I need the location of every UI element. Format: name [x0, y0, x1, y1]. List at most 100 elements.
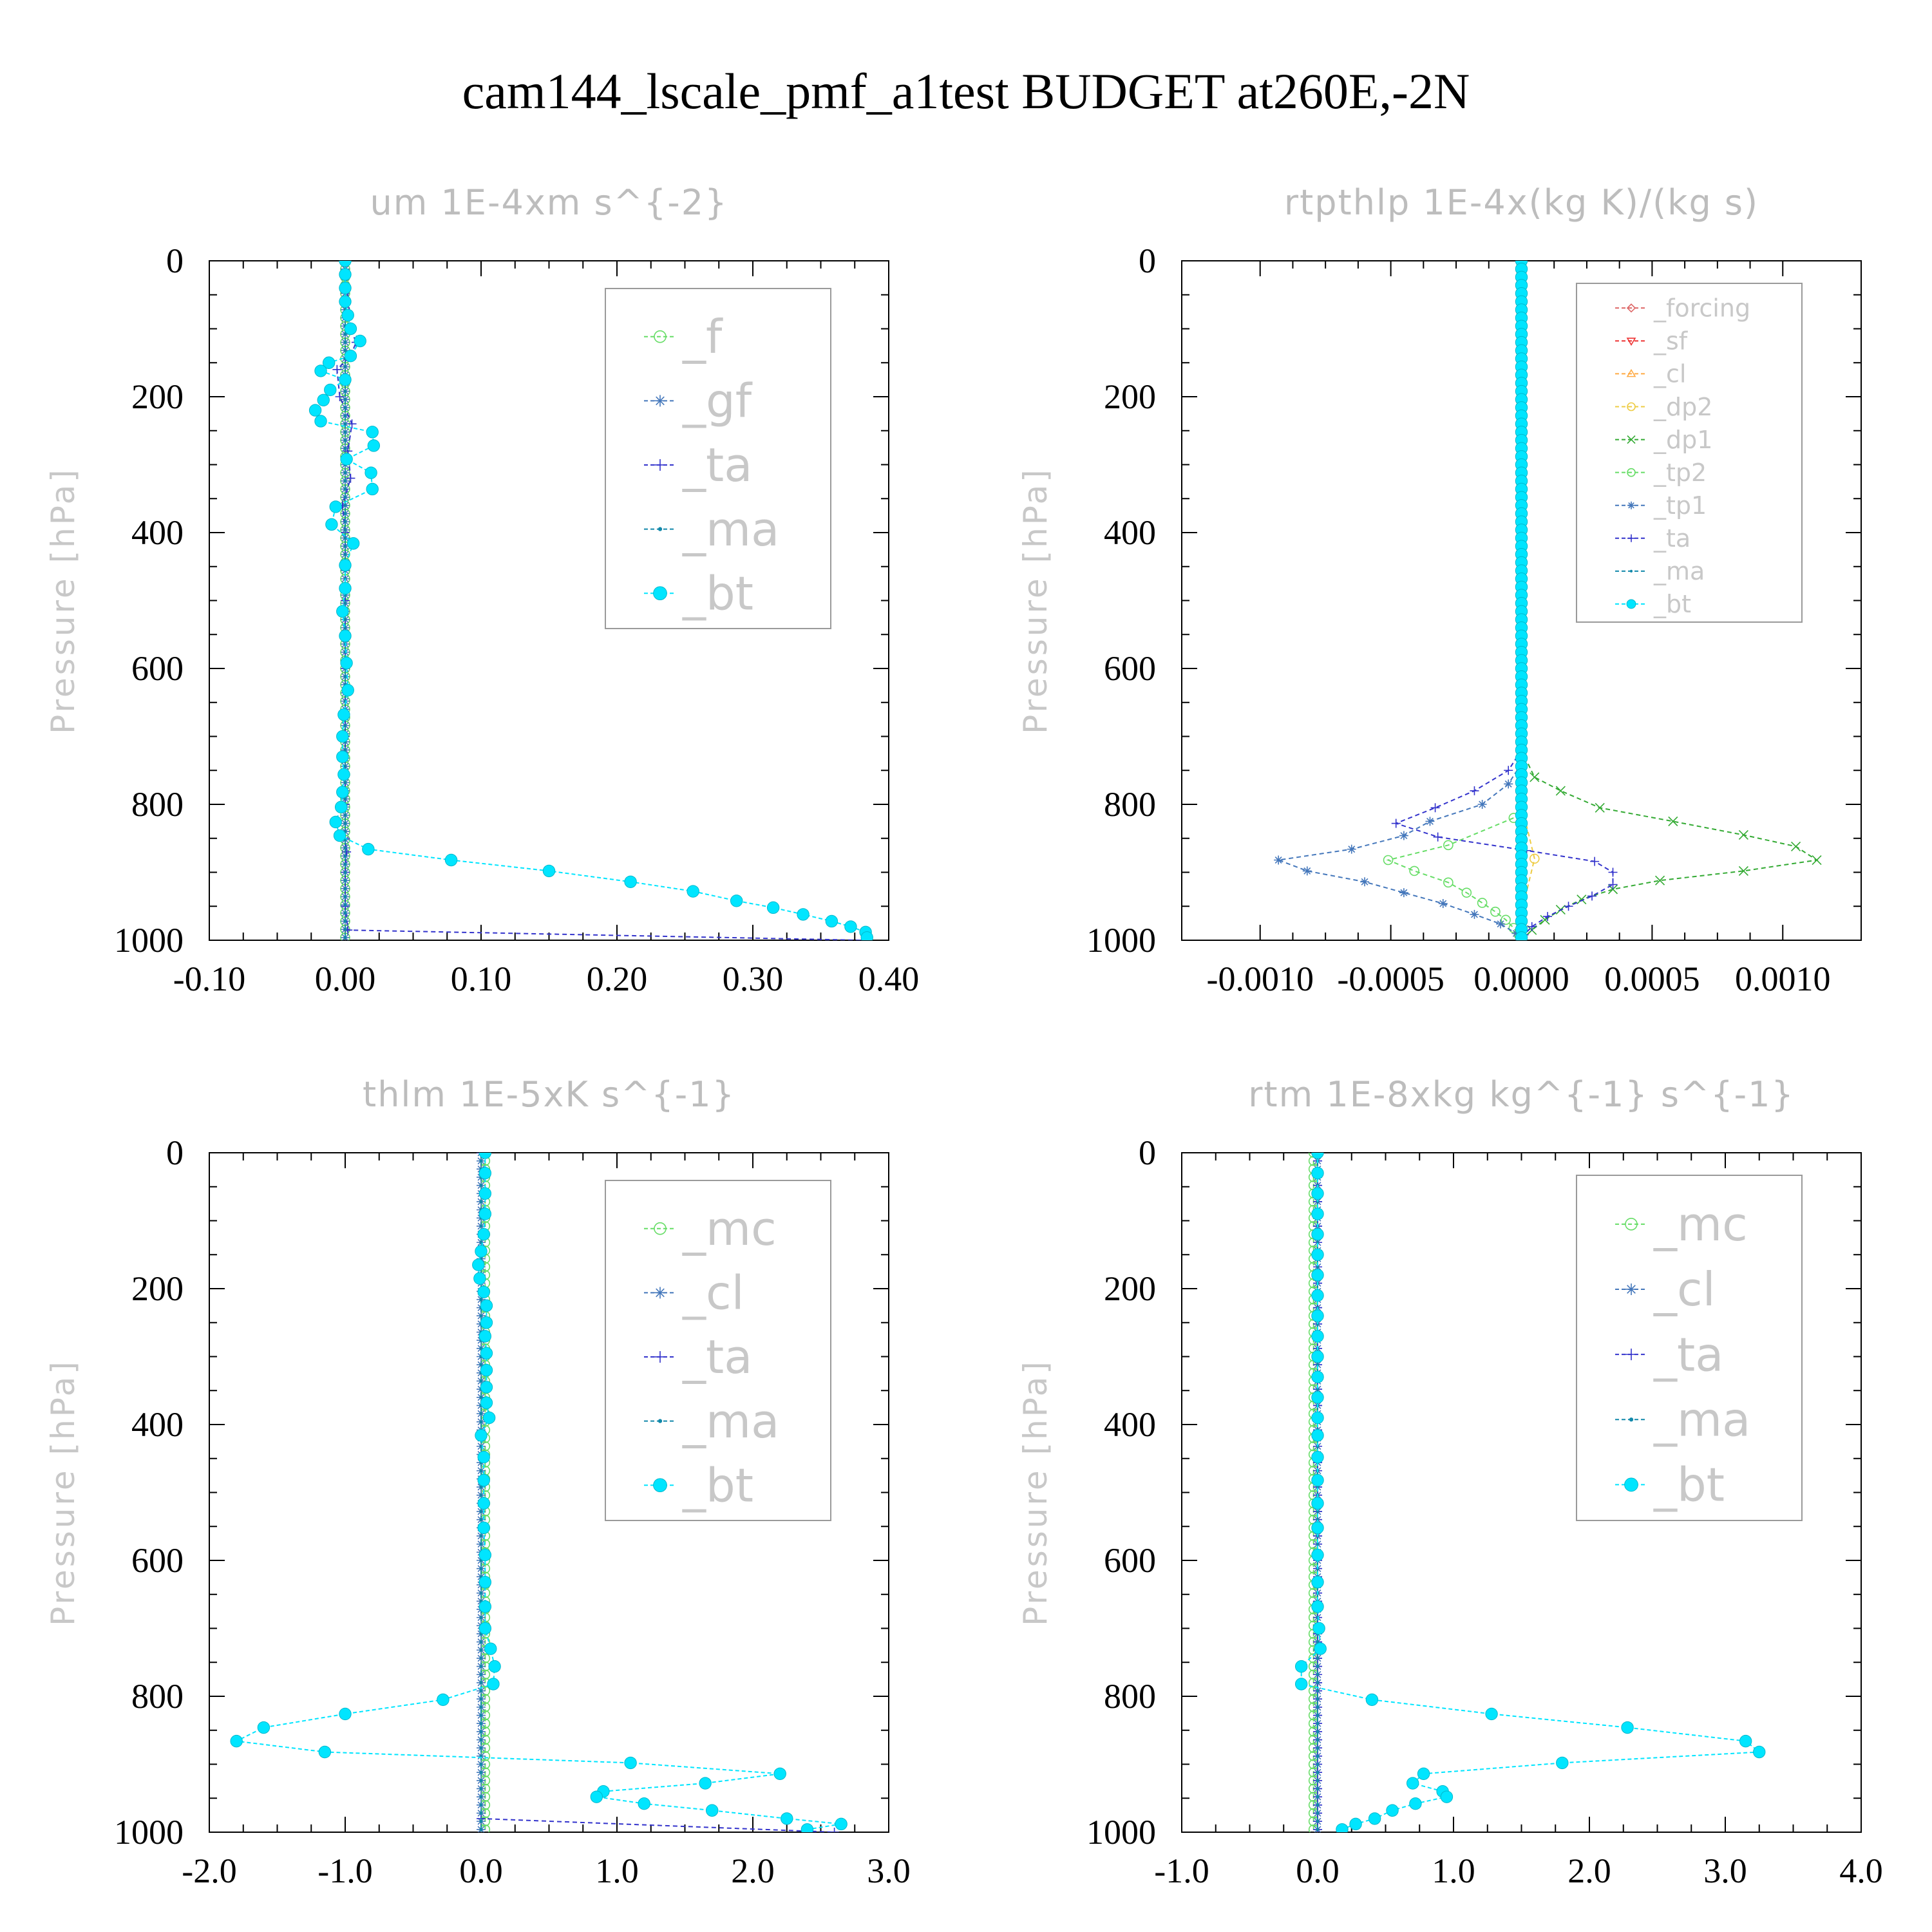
data-point	[324, 383, 337, 397]
data-point	[1316, 1787, 1320, 1790]
data-point	[1294, 1678, 1308, 1690]
legend-marker	[1625, 1349, 1637, 1361]
legend-label: _gf	[682, 374, 753, 428]
x-tick-label: 3.0	[867, 1852, 911, 1890]
data-point	[479, 1721, 483, 1725]
panel-title: rtpthlp 1E-4x(kg K)/(kg s)	[1284, 182, 1759, 223]
data-point	[317, 393, 330, 406]
data-point	[1490, 906, 1501, 917]
data-point	[343, 479, 347, 483]
data-point	[1316, 1240, 1320, 1244]
data-point	[365, 466, 377, 479]
data-point	[1311, 1227, 1324, 1241]
data-point	[339, 1707, 352, 1721]
data-point	[343, 332, 347, 336]
y-tick-label: 200	[131, 377, 184, 416]
y-tick-label: 600	[1104, 649, 1156, 688]
data-point	[479, 1314, 483, 1318]
legend-marker	[658, 527, 663, 531]
legend-label: _cl	[1653, 1262, 1716, 1316]
legend-marker	[1627, 435, 1636, 444]
y-tick-label: 400	[131, 513, 184, 552]
data-point	[1316, 1746, 1320, 1750]
data-point	[1316, 1518, 1320, 1522]
legend-label: _f	[682, 310, 723, 364]
legend-label: _ma	[682, 502, 779, 556]
x-tick-label: 0.00	[315, 960, 376, 998]
data-point	[1316, 1828, 1320, 1832]
data-point	[444, 853, 458, 867]
data-point	[1316, 1738, 1320, 1741]
legend-label: _tp1	[1653, 491, 1707, 520]
legend-item: _cl	[644, 1266, 744, 1320]
data-point	[479, 1379, 483, 1383]
legend-marker	[1627, 468, 1636, 477]
data-point	[1504, 766, 1513, 775]
data-point	[1470, 786, 1479, 795]
y-tick-label: 0	[166, 1133, 184, 1172]
data-point	[1738, 829, 1748, 840]
data-point	[337, 708, 350, 721]
data-point	[590, 1790, 603, 1803]
data-point	[479, 1656, 483, 1660]
y-tick-label: 1000	[1086, 921, 1156, 960]
x-tick-label: -1.0	[317, 1852, 372, 1890]
data-point	[1311, 1576, 1324, 1589]
data-point	[479, 1689, 483, 1693]
data-point	[1739, 1734, 1752, 1748]
legend-marker	[1626, 303, 1636, 313]
data-point	[1438, 899, 1448, 909]
data-point	[343, 422, 347, 426]
legend-marker	[1626, 368, 1636, 377]
data-point	[1316, 1795, 1320, 1799]
y-axis-label: Pressure [hPa]	[44, 1359, 82, 1626]
data-point	[479, 1485, 483, 1489]
x-tick-label: 1.0	[1432, 1852, 1475, 1890]
legend-label: _ta	[682, 1330, 752, 1384]
data-point	[479, 1363, 483, 1367]
data-point	[337, 768, 350, 781]
x-tick-label: 0.0	[459, 1852, 503, 1890]
legend-item: _forcing	[1615, 294, 1750, 323]
data-point	[1511, 929, 1521, 938]
series_tp1	[1274, 759, 1526, 940]
legend-marker	[654, 1222, 667, 1235]
data-point	[1294, 1660, 1308, 1673]
data-point	[1311, 1208, 1324, 1220]
data-point	[343, 911, 347, 915]
data-point	[479, 1534, 483, 1538]
data-point	[1386, 1804, 1399, 1817]
data-point	[1556, 1756, 1569, 1770]
data-point	[479, 1224, 483, 1228]
data-point	[1311, 1248, 1324, 1261]
legend-label: _bt	[682, 1458, 753, 1512]
data-point	[343, 528, 347, 532]
data-point	[1399, 831, 1408, 840]
data-point	[479, 1795, 483, 1799]
series-line	[1276, 763, 1522, 940]
data-point	[1543, 912, 1553, 922]
data-point	[343, 406, 347, 410]
figure-title: cam144_lscale_pmf_a1test BUDGET at260E,-…	[462, 63, 1470, 119]
data-point	[1316, 1656, 1320, 1660]
data-point	[479, 1738, 483, 1741]
legend-label: _dp2	[1653, 393, 1712, 421]
data-point	[1461, 887, 1472, 898]
data-point	[343, 920, 347, 923]
data-point	[1316, 1754, 1320, 1758]
data-point	[479, 1510, 483, 1513]
series_ta	[1391, 745, 1618, 940]
data-point	[336, 750, 349, 763]
data-point	[343, 903, 347, 907]
legend: _mc _cl _ta _ma _bt	[605, 1180, 831, 1521]
data-point	[472, 1258, 485, 1271]
legend-item: _bt	[644, 1458, 753, 1512]
data-point	[1311, 1269, 1324, 1282]
data-point	[347, 419, 357, 429]
y-tick-label: 600	[1104, 1541, 1156, 1580]
series-line	[1300, 1153, 1761, 1830]
data-point	[343, 544, 347, 548]
legend: _f _gf _ta _ma _bt	[605, 288, 831, 629]
series-line	[1394, 750, 1614, 940]
data-point	[479, 1648, 483, 1652]
